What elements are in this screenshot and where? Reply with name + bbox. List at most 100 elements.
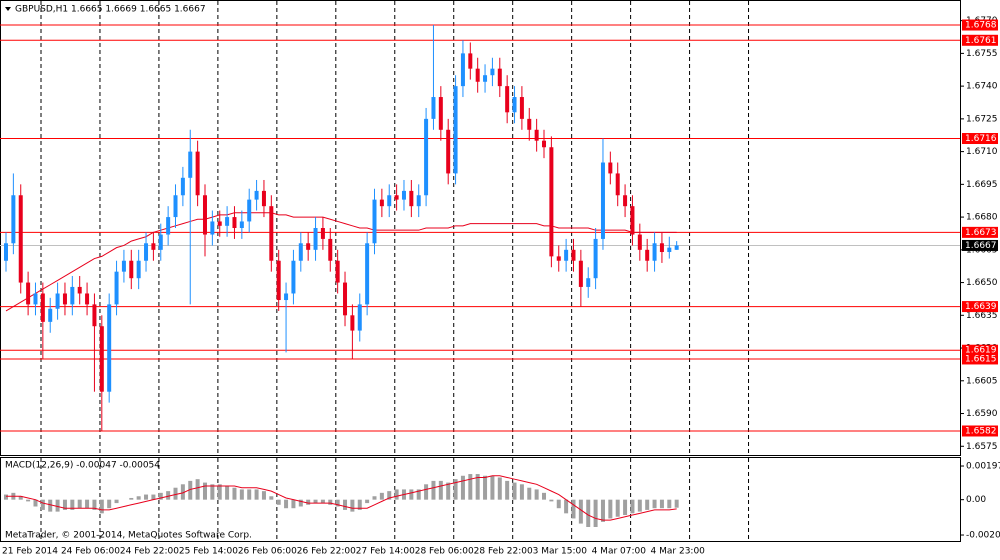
x-tick-label: 28 Feb 06:00 <box>415 547 474 557</box>
candle-body <box>92 304 97 327</box>
macd-bar <box>217 484 222 500</box>
candle-body <box>365 243 370 305</box>
level-label-box <box>962 34 998 46</box>
candle-body <box>144 243 149 261</box>
level-label: 1.6619 <box>965 346 997 356</box>
candle-body <box>424 118 429 196</box>
x-tick-label: 25 Feb 14:00 <box>179 547 238 557</box>
macd-bar <box>409 489 414 500</box>
macd-bar <box>210 484 215 500</box>
candle-body <box>659 243 664 253</box>
candle-body <box>505 86 510 113</box>
macd-bar <box>40 499 45 510</box>
candle-body <box>77 286 82 294</box>
macd-bar <box>225 486 230 500</box>
macd-bar <box>26 499 31 502</box>
macd-bar <box>468 474 473 500</box>
candle-body <box>33 293 38 305</box>
macd-bar <box>497 477 502 500</box>
candle-body <box>247 199 252 222</box>
x-tick-label: 28 Feb 22:00 <box>474 547 533 557</box>
macd-bar <box>424 484 429 500</box>
candle-body <box>460 53 465 87</box>
candle-body <box>468 53 473 69</box>
macd-signal <box>6 475 677 521</box>
x-tick-label: 24 Feb 22:00 <box>120 547 179 557</box>
level-label: 1.6716 <box>965 134 997 144</box>
level-label: 1.6761 <box>965 36 997 46</box>
macd-bar <box>136 496 141 500</box>
candle-body <box>630 206 635 235</box>
macd-bar <box>239 489 244 500</box>
macd-bar <box>151 494 156 500</box>
macd-bar <box>232 487 237 500</box>
macd-title: MACD(12,26,9) -0.00047 -0.00054 <box>5 461 160 471</box>
y-tick-label: 1.6755 <box>966 49 998 59</box>
candle-body <box>62 293 67 305</box>
candle-body <box>416 195 421 207</box>
x-tick-label: 4 Mar 07:00 <box>592 547 647 557</box>
macd-bar <box>114 499 119 504</box>
candle-body <box>291 260 296 294</box>
candle-body <box>129 260 134 279</box>
x-tick-label: 3 Mar 15:00 <box>533 547 588 557</box>
macd-bar <box>306 499 311 505</box>
candle-body <box>350 315 355 331</box>
macd-bar <box>667 499 672 509</box>
candle-body <box>645 249 650 261</box>
level-label-box <box>962 353 998 365</box>
macd-bar <box>578 499 583 524</box>
candle-body <box>225 217 230 226</box>
candle-body <box>600 162 605 239</box>
y-tick-label: 1.6650 <box>966 278 998 288</box>
candle-body <box>519 97 524 119</box>
macd-bar <box>107 499 112 509</box>
candle-body <box>328 238 333 261</box>
x-tick-label: 21 Feb 2014 <box>2 547 58 557</box>
candle-body <box>26 282 31 305</box>
candle-body <box>306 243 311 250</box>
candle-body <box>335 260 340 283</box>
candle-body <box>438 97 443 130</box>
credit: MetaTrader, © 2001-2014, MetaQuotes Soft… <box>5 531 252 541</box>
candle-body <box>188 151 193 178</box>
candle-body <box>497 68 502 87</box>
candle-body <box>173 195 178 218</box>
candle-body <box>320 228 325 239</box>
level-label-box <box>962 226 998 238</box>
candle-body <box>210 221 215 235</box>
candle-body <box>542 140 547 148</box>
macd-bar <box>431 480 436 500</box>
macd-bar <box>254 489 259 500</box>
macd-bar <box>48 499 53 512</box>
macd-bar <box>173 487 178 500</box>
candle-body <box>313 228 318 250</box>
level-label: 1.6582 <box>965 426 997 436</box>
macd-bar <box>188 480 193 500</box>
candle-body <box>571 249 576 261</box>
macd-bar <box>180 484 185 500</box>
macd-bar <box>534 489 539 500</box>
macd-bar <box>623 499 628 516</box>
candle-body <box>534 129 539 141</box>
candle-body <box>357 304 362 331</box>
macd-bar <box>379 492 384 500</box>
macd-bar <box>313 499 318 504</box>
candle-body <box>11 195 16 244</box>
macd-bar <box>586 499 591 527</box>
macd-bar <box>512 482 517 500</box>
candle-body <box>556 256 561 261</box>
y-tick-label: 1.6710 <box>966 147 998 157</box>
macd-bar <box>55 499 60 512</box>
candle-body <box>431 97 436 119</box>
candle-body <box>40 293 45 322</box>
y-tick-label: 1.6695 <box>966 180 998 190</box>
macd-bar <box>615 499 620 517</box>
candle-body <box>107 304 112 392</box>
candle-body <box>564 249 569 261</box>
macd-bar <box>460 475 465 500</box>
macd-bar <box>490 475 495 500</box>
candle-body <box>85 293 90 305</box>
candle-body <box>652 243 657 261</box>
y-tick-label: -0.00207 <box>966 531 1000 541</box>
